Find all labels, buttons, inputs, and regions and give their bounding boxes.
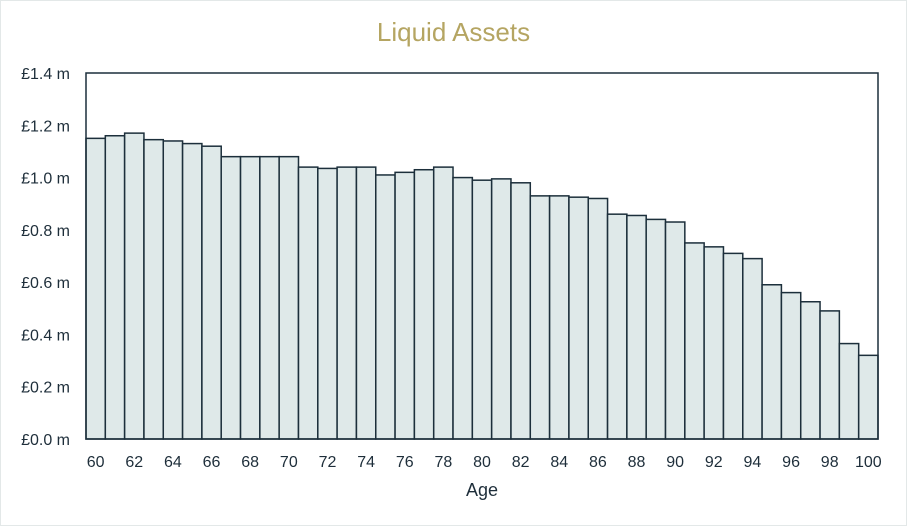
y-tick-label: £0.2 m: [21, 380, 70, 397]
bar-age-82: [510, 182, 532, 440]
x-tick-label: 100: [855, 454, 882, 471]
bar-age-81: [490, 178, 512, 440]
chart-title: Liquid Assets: [376, 17, 531, 47]
x-tick-label: 64: [164, 454, 182, 471]
bar-age-83: [529, 195, 551, 440]
bar-age-84: [548, 195, 570, 440]
bar-age-97: [799, 301, 821, 440]
x-tick-label: 98: [821, 454, 839, 471]
bar-age-63: [143, 138, 165, 440]
x-tick-label: 92: [705, 454, 723, 471]
bar-age-76: [394, 171, 416, 440]
bar-age-99: [838, 342, 860, 440]
bar-age-73: [336, 166, 358, 440]
x-tick-label: 62: [125, 454, 143, 471]
bar-age-93: [722, 252, 744, 440]
x-tick-label: 76: [396, 454, 414, 471]
bar-age-92: [703, 246, 725, 440]
bar-age-90: [664, 221, 686, 440]
y-tick-label: £0.0 m: [21, 432, 70, 449]
y-tick-label: £0.4 m: [21, 327, 70, 344]
bar-age-96: [780, 291, 802, 440]
bar-age-77: [413, 168, 435, 440]
bar-age-94: [742, 257, 763, 440]
bar-age-91: [684, 242, 705, 440]
bar-age-65: [181, 142, 203, 440]
x-tick-label: 60: [87, 454, 105, 471]
x-tick-label: 68: [241, 454, 259, 471]
bar-age-72: [317, 167, 338, 440]
x-tick-label: 86: [589, 454, 607, 471]
bar-age-80: [471, 179, 493, 440]
x-tick-label: 66: [203, 454, 221, 471]
bar-age-95: [761, 284, 783, 440]
bar-age-74: [355, 166, 377, 440]
x-tick-label: 84: [550, 454, 568, 471]
bar-age-78: [432, 166, 454, 440]
y-tick-label: £0.8 m: [21, 223, 70, 240]
x-axis-ticks: 60 62 64 66 68 70 72 74 76 78 80 82 84 86 88 90 92 94 96 98…: [87, 454, 882, 471]
bar-age-86: [587, 197, 609, 440]
x-tick-label: 94: [744, 454, 762, 471]
bar-age-87: [606, 213, 628, 440]
bar-age-85: [568, 196, 589, 440]
x-tick-label: 70: [280, 454, 298, 471]
x-tick-label: 72: [319, 454, 337, 471]
y-tick-label: £1.2 m: [21, 118, 70, 135]
x-tick-label: 78: [434, 454, 452, 471]
bar-age-89: [645, 218, 667, 440]
bar-age-71: [297, 166, 319, 440]
bar-age-66: [201, 145, 222, 440]
bar-age-62: [123, 132, 145, 440]
bars-group: [85, 132, 879, 440]
y-tick-label: £1.0 m: [21, 171, 70, 188]
bar-age-79: [452, 176, 474, 440]
x-tick-label: 90: [666, 454, 684, 471]
x-tick-label: 74: [357, 454, 375, 471]
plot-area-border: [85, 72, 879, 440]
bar-age-68: [239, 155, 261, 440]
bar-age-75: [375, 174, 396, 440]
bar-age-88: [626, 214, 647, 440]
bar-age-67: [220, 155, 242, 440]
bar-age-98: [819, 310, 841, 440]
bar-age-64: [162, 140, 184, 440]
bar-age-61: [104, 134, 126, 440]
bar-age-70: [278, 155, 300, 440]
bar-age-100: [857, 354, 879, 440]
x-tick-label: 96: [782, 454, 800, 471]
bar-age-60: [85, 137, 107, 440]
x-axis-label: Age: [466, 480, 498, 500]
x-tick-label: 82: [512, 454, 530, 471]
y-tick-label: £0.6 m: [21, 275, 70, 292]
x-tick-label: 80: [473, 454, 491, 471]
bar-age-69: [259, 155, 280, 440]
y-tick-label: £1.4 m: [21, 66, 70, 83]
y-axis-ticks: £0.0 m £0.2 m £0.4 m £0.6 m £0.8 m £1.0 m £1.2…: [21, 66, 70, 449]
x-tick-label: 88: [628, 454, 646, 471]
